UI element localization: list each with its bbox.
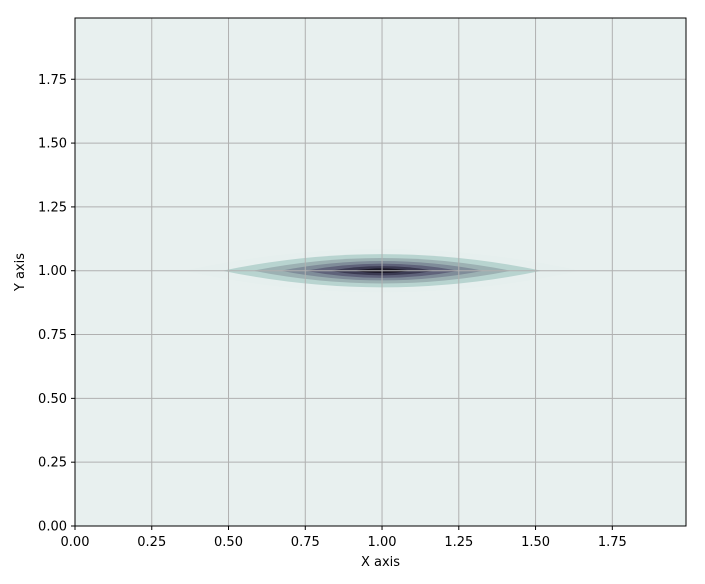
y-axis-label: Y axis <box>13 253 28 292</box>
plot-area <box>75 18 686 526</box>
y-tick-label-6: 1.50 <box>38 137 67 152</box>
x-axis-label: X axis <box>361 555 400 570</box>
x-axis-ticks: 0.00 0.25 0.50 0.75 1.00 1.25 1.50 1.75 <box>61 526 627 550</box>
y-tick-label-7: 1.75 <box>38 73 67 88</box>
x-tick-label-7: 1.75 <box>598 535 627 550</box>
x-tick-label-5: 1.25 <box>444 535 473 550</box>
x-tick-label-3: 0.75 <box>291 535 320 550</box>
y-tick-label-1: 0.25 <box>38 456 67 471</box>
y-tick-label-4: 1.00 <box>38 264 67 279</box>
y-tick-label-0: 0.00 <box>38 520 67 535</box>
y-tick-label-3: 0.75 <box>38 328 67 343</box>
x-tick-label-2: 0.50 <box>214 535 243 550</box>
x-tick-label-1: 0.25 <box>137 535 166 550</box>
y-tick-label-5: 1.25 <box>38 200 67 215</box>
plot-frame <box>74 17 687 527</box>
x-tick-label-0: 0.00 <box>61 535 90 550</box>
x-tick-label-4: 1.00 <box>368 535 397 550</box>
x-tick-label-6: 1.50 <box>521 535 550 550</box>
y-axis-ticks: 0.00 0.25 0.50 0.75 1.00 1.25 1.50 1.75 <box>38 73 75 535</box>
y-tick-label-2: 0.50 <box>38 392 67 407</box>
